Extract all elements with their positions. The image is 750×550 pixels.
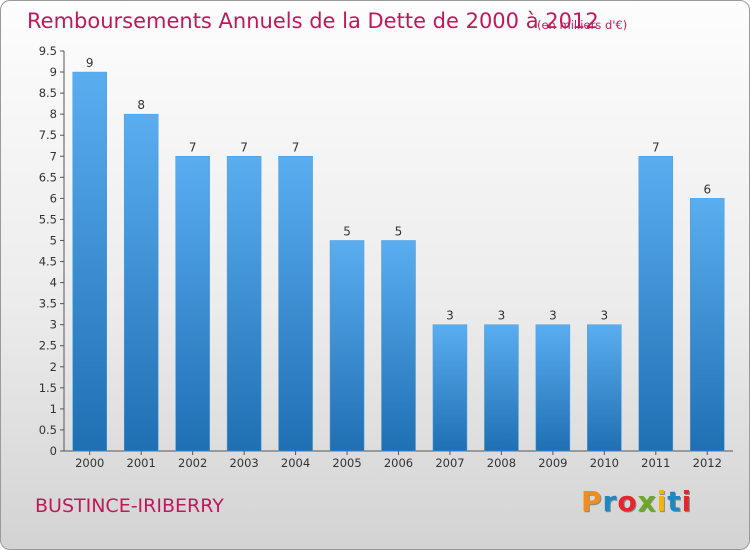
chart-unit: (en milliers d'€) (537, 18, 628, 32)
logo-letter: r (602, 485, 618, 518)
x-tick-label: 2008 (487, 456, 516, 470)
y-tick-label: 5.5 (39, 212, 57, 226)
y-tick-label: 4 (50, 276, 57, 290)
x-tick-label: 2002 (178, 456, 207, 470)
data-label: 5 (343, 224, 351, 238)
y-tick-label: 1.5 (39, 381, 57, 395)
bar (72, 71, 107, 452)
bar (226, 156, 262, 452)
bar (175, 156, 210, 452)
data-label: 7 (292, 140, 300, 154)
bar (638, 156, 674, 452)
y-tick-label: 1 (50, 402, 57, 416)
logo-letter: i (656, 485, 668, 518)
bar (381, 240, 416, 452)
y-tick-label: 5 (50, 233, 57, 247)
x-tick-label: 2003 (229, 456, 258, 470)
chart-axes: 0 0.5 1 1.5 2 2.5 3 3.5 4 4.5 5 5.5 6 6.5 7 7.5 8 8.5 9 9.5 (39, 44, 733, 458)
x-tick-label: 2005 (332, 456, 361, 470)
x-tick-label: 2007 (435, 456, 464, 470)
data-label: 3 (601, 309, 609, 323)
y-tick-label: 2 (50, 360, 57, 374)
data-label: 7 (652, 140, 660, 154)
proxiti-logo: Proxiti (581, 485, 692, 518)
y-tick-label: 0.5 (39, 423, 57, 437)
chart-labels: 2000 9 2001 8 2002 7 2003 7 2004 7 2005 5 2006 5 2007 3… (75, 56, 722, 470)
y-tick-label: 3 (50, 318, 57, 332)
x-tick-label: 2011 (641, 456, 670, 470)
y-tick-label: 2.5 (39, 339, 57, 353)
bar (123, 113, 159, 452)
data-label: 8 (137, 98, 145, 112)
x-tick-label: 2009 (538, 456, 567, 470)
data-label: 3 (446, 309, 454, 323)
data-label: 3 (498, 309, 506, 323)
y-tick-label: 7 (50, 149, 57, 163)
data-label: 3 (549, 309, 557, 323)
y-tick-label: 9.5 (39, 44, 57, 58)
data-label: 9 (86, 56, 94, 70)
y-tick-label: 4.5 (39, 255, 57, 269)
bar (278, 156, 313, 452)
data-label: 7 (189, 140, 197, 154)
x-tick-label: 2012 (693, 456, 722, 470)
logo-letter: i (681, 485, 693, 518)
logo-letter: o (617, 485, 638, 518)
bar (690, 198, 725, 452)
y-tick-label: 6.5 (39, 170, 57, 184)
chart-bars (72, 71, 725, 452)
bar (484, 324, 519, 452)
x-tick-label: 2010 (590, 456, 619, 470)
x-tick-label: 2000 (75, 456, 104, 470)
y-tick-label: 6 (50, 191, 57, 205)
logo-letter: P (581, 485, 603, 518)
bar (587, 324, 622, 452)
logo-letter: x (637, 485, 657, 518)
bar (535, 324, 571, 452)
x-tick-label: 2004 (281, 456, 310, 470)
chart-title: Remboursements Annuels de la Dette de 20… (27, 9, 599, 33)
data-label: 5 (395, 224, 403, 238)
y-tick-label: 0 (50, 444, 57, 458)
y-tick-label: 8.5 (39, 86, 57, 100)
commune-name: BUSTINCE-IRIBERRY (35, 495, 224, 517)
bar (432, 324, 468, 452)
x-tick-label: 2001 (127, 456, 156, 470)
data-label: 7 (240, 140, 248, 154)
x-tick-label: 2006 (384, 456, 413, 470)
data-label: 6 (703, 182, 711, 196)
y-tick-label: 8 (50, 107, 57, 121)
y-tick-label: 7.5 (39, 128, 57, 142)
y-tick-label: 9 (50, 65, 57, 79)
bar (329, 240, 365, 452)
logo-letter: t (667, 485, 682, 518)
y-tick-label: 3.5 (39, 297, 57, 311)
